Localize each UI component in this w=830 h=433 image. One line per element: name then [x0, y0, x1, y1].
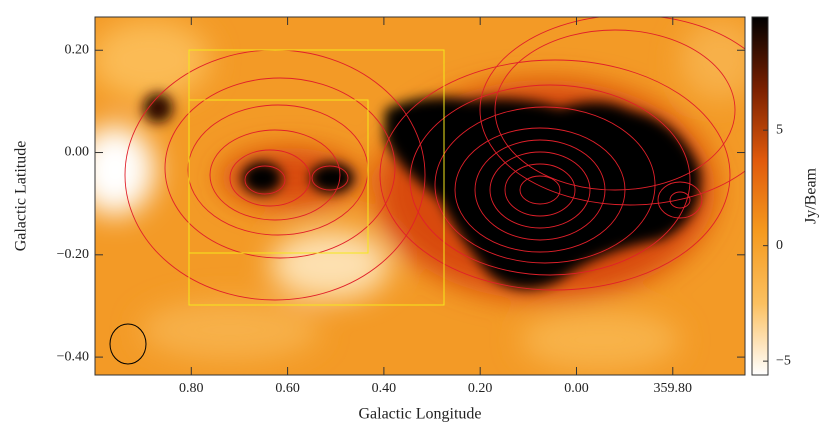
- y-tick-label: 0.00: [65, 145, 90, 160]
- x-tick-label: 0.00: [564, 381, 589, 396]
- x-tick-label: 0.80: [179, 381, 204, 396]
- y-tick-label: −0.40: [57, 349, 89, 364]
- colorbar-tick-label: −5: [776, 353, 791, 368]
- x-tick-label: 359.80: [654, 381, 693, 396]
- y-tick-label: 0.20: [65, 42, 90, 57]
- y-tick-label: −0.20: [57, 247, 89, 262]
- colorbar: [751, 16, 769, 376]
- y-axis-label: Galactic Latitude: [13, 141, 30, 252]
- x-tick-label: 0.20: [468, 381, 493, 396]
- image: [95, 17, 745, 375]
- colorbar-tick-label: 5: [776, 122, 783, 137]
- x-tick-label: 0.60: [275, 381, 300, 396]
- frame: [94, 16, 746, 376]
- x-tick-label: 0.40: [372, 381, 397, 396]
- x-axis-label: Galactic Longitude: [358, 406, 481, 423]
- colorbar-label: Jy/Beam: [803, 167, 820, 224]
- colorbar-tick-label: 0: [776, 238, 783, 253]
